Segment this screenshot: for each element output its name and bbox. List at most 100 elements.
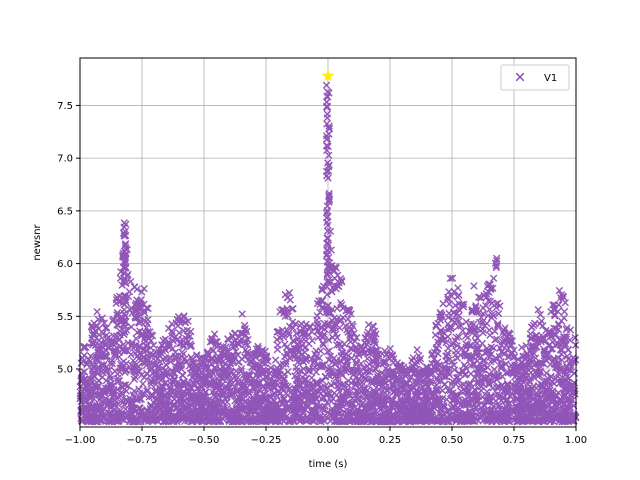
data-point	[179, 371, 187, 380]
data-point	[94, 365, 103, 374]
data-point	[484, 297, 493, 305]
data-point	[302, 413, 311, 421]
data-point	[420, 367, 429, 375]
data-point	[141, 328, 149, 336]
data-point	[360, 384, 368, 392]
data-point	[452, 418, 460, 426]
data-point	[219, 405, 227, 413]
data-point	[505, 399, 514, 407]
data-point	[413, 413, 422, 421]
data-point	[527, 343, 535, 352]
data-point	[372, 365, 380, 373]
data-point	[165, 340, 173, 348]
legend-marker-v1	[515, 72, 525, 82]
data-point	[216, 356, 225, 365]
data-point	[127, 411, 135, 420]
data-point	[120, 328, 129, 336]
data-point	[324, 239, 332, 247]
data-point	[186, 402, 194, 411]
data-point	[477, 377, 486, 385]
data-point	[198, 358, 206, 366]
data-point	[332, 330, 340, 338]
data-point	[264, 379, 273, 387]
data-point	[422, 417, 430, 425]
y-tick-label: 5.0	[57, 365, 73, 376]
data-point	[273, 328, 281, 336]
data-point	[113, 321, 121, 329]
data-point	[225, 352, 234, 361]
data-point	[324, 167, 333, 175]
data-point	[81, 379, 89, 387]
data-point	[494, 320, 502, 328]
data-point	[560, 314, 568, 322]
data-point	[342, 350, 350, 358]
data-point	[462, 370, 470, 378]
data-point	[213, 338, 221, 346]
data-point	[329, 324, 337, 332]
data-point	[169, 417, 177, 425]
data-point	[298, 350, 306, 358]
data-point	[491, 336, 499, 344]
data-point	[349, 371, 357, 379]
data-point	[437, 335, 445, 343]
data-point	[492, 418, 500, 426]
data-point	[452, 316, 461, 325]
data-point	[208, 354, 217, 362]
data-point	[454, 293, 462, 301]
data-point	[327, 287, 336, 296]
data-point	[444, 333, 452, 341]
data-point	[103, 366, 111, 375]
data-point	[154, 363, 162, 371]
data-point	[561, 407, 569, 415]
data-point	[198, 383, 206, 391]
data-point	[504, 368, 512, 377]
data-point	[479, 416, 487, 424]
data-point	[119, 320, 127, 328]
data-point	[93, 401, 101, 410]
data-point	[283, 304, 291, 313]
data-point	[296, 327, 304, 335]
data-point	[498, 363, 506, 371]
data-point	[209, 347, 217, 355]
data-point	[355, 409, 364, 417]
data-point	[325, 278, 334, 286]
data-point	[480, 400, 488, 409]
data-point	[254, 344, 263, 353]
data-point	[340, 340, 348, 348]
data-point	[498, 381, 506, 390]
data-point	[382, 350, 391, 359]
data-point	[507, 349, 515, 358]
data-point	[323, 290, 331, 299]
data-point	[469, 412, 477, 420]
data-point	[560, 385, 568, 394]
data-point	[127, 323, 136, 331]
data-point	[348, 365, 356, 373]
data-point	[381, 417, 389, 426]
data-point	[272, 404, 280, 412]
data-point	[208, 375, 217, 384]
data-point	[472, 379, 481, 387]
data-point	[515, 392, 524, 401]
data-point	[211, 393, 219, 401]
data-point	[369, 322, 377, 330]
data-point	[332, 371, 340, 380]
data-point	[121, 254, 129, 262]
data-point	[234, 373, 242, 382]
data-point	[93, 308, 101, 316]
data-point	[485, 280, 493, 288]
data-point	[396, 381, 404, 390]
y-tick-label: 7.0	[57, 154, 73, 165]
data-point	[244, 348, 252, 356]
data-point	[346, 402, 355, 410]
data-point	[304, 388, 312, 396]
data-point	[249, 396, 258, 404]
data-point	[448, 274, 457, 282]
data-point	[165, 383, 174, 391]
data-point	[442, 357, 450, 365]
x-tick-label: 0.25	[379, 435, 401, 446]
data-point	[243, 371, 251, 379]
data-point	[383, 406, 392, 415]
data-point	[309, 359, 317, 367]
data-point	[320, 417, 329, 425]
x-axis-ticks: −1.00 −0.75 −0.50 −0.25 0.00 0.25 0.50 0.75 1.00	[65, 427, 587, 446]
